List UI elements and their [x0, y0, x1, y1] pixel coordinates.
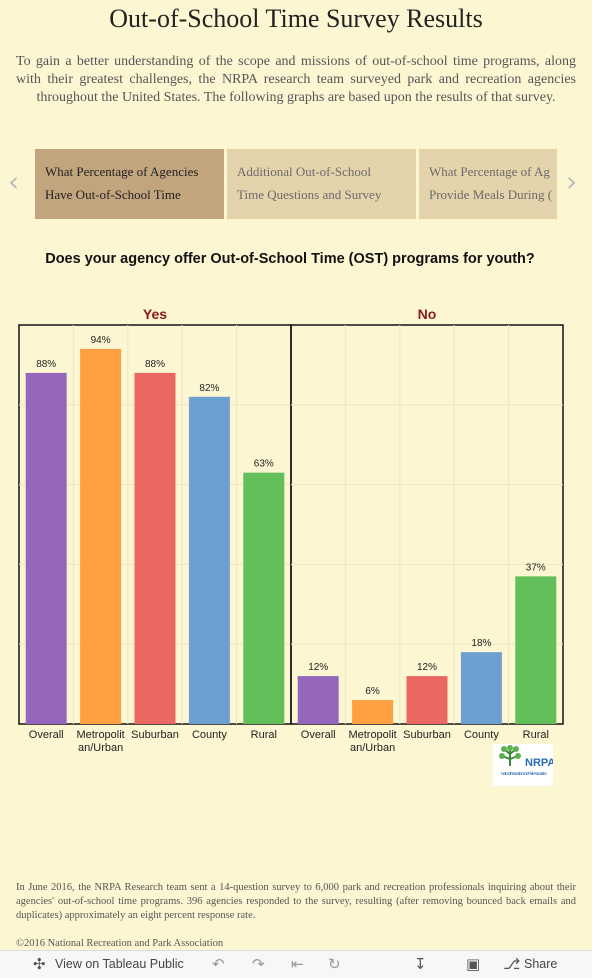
category-tick-label: Metropolit: [76, 729, 124, 741]
bar-yes-overall: [25, 372, 67, 724]
fullscreen-icon[interactable]: ▣: [466, 955, 481, 973]
bar-no-suburban: [406, 676, 448, 724]
data-label: 12%: [308, 662, 328, 673]
revert-icon[interactable]: ⇤: [291, 955, 304, 973]
bar-no-overall: [297, 676, 339, 724]
intro-text: To gain a better understanding of the sc…: [16, 54, 576, 105]
undo-icon[interactable]: ↶: [212, 955, 225, 973]
chart-title: Does your agency offer Out-of-School Tim…: [45, 251, 535, 267]
view-on-tableau-link[interactable]: View on Tableau Public: [55, 957, 184, 971]
story-point-1[interactable]: What Percentage of Agencies Have Out-of-…: [35, 149, 224, 219]
bar-yes-metropolitan-urban: [80, 348, 122, 724]
category-tick-label: County: [192, 729, 227, 741]
data-label: 12%: [417, 662, 437, 673]
bar-no-rural: [515, 576, 557, 724]
category-tick-label: Suburban: [131, 729, 179, 741]
category-tick-label: Rural: [251, 729, 277, 741]
page-title: Out-of-School Time Survey Results: [109, 4, 483, 33]
story-point-1-line1: What Percentage of Agencies: [45, 164, 199, 179]
story-point-3-line1: What Percentage of Ag: [429, 164, 550, 179]
story-point-3[interactable]: What Percentage of Ag Provide Meals Duri…: [419, 149, 557, 219]
logo-text: NRPA: [525, 757, 553, 769]
tree-icon: NRPA National Recreation and Park Associ…: [499, 745, 555, 776]
story-point-3-line2: Provide Meals During (: [429, 187, 553, 202]
category-tick-label: Rural: [523, 729, 549, 741]
refresh-icon[interactable]: ↻: [328, 955, 341, 973]
category-tick-label: County: [464, 729, 499, 741]
category-tick-label: Suburban: [403, 729, 451, 741]
story-point-2-line2: Time Questions and Survey: [237, 187, 382, 202]
tableau-toolbar: ✣ View on Tableau Public ↶ ↷ ⇤ ↻ ↧ ▣ ⎇ S…: [0, 950, 592, 978]
share-button[interactable]: Share: [524, 957, 558, 971]
story-point-2[interactable]: Additional Out-of-School Time Questions …: [227, 149, 416, 219]
tableau-icon[interactable]: ✣: [33, 955, 46, 973]
data-label: 63%: [254, 459, 274, 470]
data-label: 88%: [36, 359, 56, 370]
copyright: ©2016 National Recreation and Park Assoc…: [16, 938, 224, 949]
data-label: 88%: [145, 359, 165, 370]
share-icon[interactable]: ⎇: [503, 955, 521, 973]
data-label: 6%: [365, 686, 380, 697]
survey-footnote: In June 2016, the NRPA Research team sen…: [16, 882, 576, 921]
story-point-2-line1: Additional Out-of-School: [237, 164, 371, 179]
data-label: 18%: [471, 638, 491, 649]
bar-yes-rural: [243, 472, 285, 724]
category-tick-label: an/Urban: [350, 742, 395, 754]
story-point-1-line2: Have Out-of-School Time: [45, 187, 181, 202]
data-label: 94%: [91, 335, 111, 346]
chevron-right-icon[interactable]: ›: [566, 165, 578, 198]
data-label: 82%: [199, 383, 219, 394]
bar-no-county: [460, 652, 502, 724]
panel-label-no: No: [418, 306, 437, 322]
data-label: 37%: [526, 562, 546, 573]
panel-label-yes: Yes: [143, 306, 167, 322]
chevron-left-icon[interactable]: ‹: [8, 165, 20, 198]
category-tick-label: an/Urban: [78, 742, 123, 754]
bar-yes-suburban: [134, 372, 176, 724]
bar-chart: Yes88%Overall94%Metropolitan/Urban88%Sub…: [18, 306, 564, 754]
logo-subtext: National Recreation and Park Association: [501, 771, 547, 776]
bar-no-metropolitan-urban: [352, 700, 394, 724]
redo-icon[interactable]: ↷: [252, 955, 265, 973]
category-tick-label: Overall: [29, 729, 64, 741]
bar-yes-county: [188, 396, 230, 724]
nrpa-logo: NRPA National Recreation and Park Associ…: [493, 744, 555, 786]
download-icon[interactable]: ↧: [414, 955, 427, 973]
category-tick-label: Overall: [301, 729, 336, 741]
category-tick-label: Metropolit: [348, 729, 396, 741]
story-navigator: What Percentage of Agencies Have Out-of-…: [35, 149, 557, 219]
